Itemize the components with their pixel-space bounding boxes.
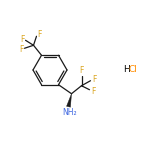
Text: Cl: Cl [129, 66, 137, 74]
Text: H: H [123, 66, 129, 74]
Text: F: F [91, 87, 96, 96]
Text: F: F [20, 35, 25, 44]
Text: F: F [37, 30, 42, 39]
Text: F: F [79, 66, 84, 75]
Text: F: F [19, 45, 24, 54]
Text: F: F [92, 75, 97, 84]
Text: NH₂: NH₂ [62, 108, 77, 117]
Polygon shape [67, 94, 71, 107]
